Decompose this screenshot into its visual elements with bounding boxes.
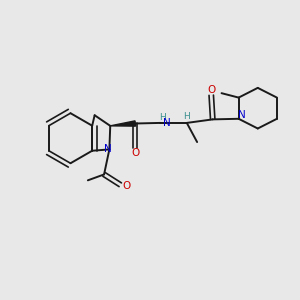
Text: H: H xyxy=(159,113,166,122)
Polygon shape xyxy=(110,121,136,126)
Text: H: H xyxy=(183,112,190,121)
Text: O: O xyxy=(131,148,140,158)
Text: N: N xyxy=(163,118,171,128)
Text: O: O xyxy=(122,181,130,191)
Text: O: O xyxy=(207,85,215,95)
Text: N: N xyxy=(104,144,112,154)
Text: N: N xyxy=(238,110,246,120)
